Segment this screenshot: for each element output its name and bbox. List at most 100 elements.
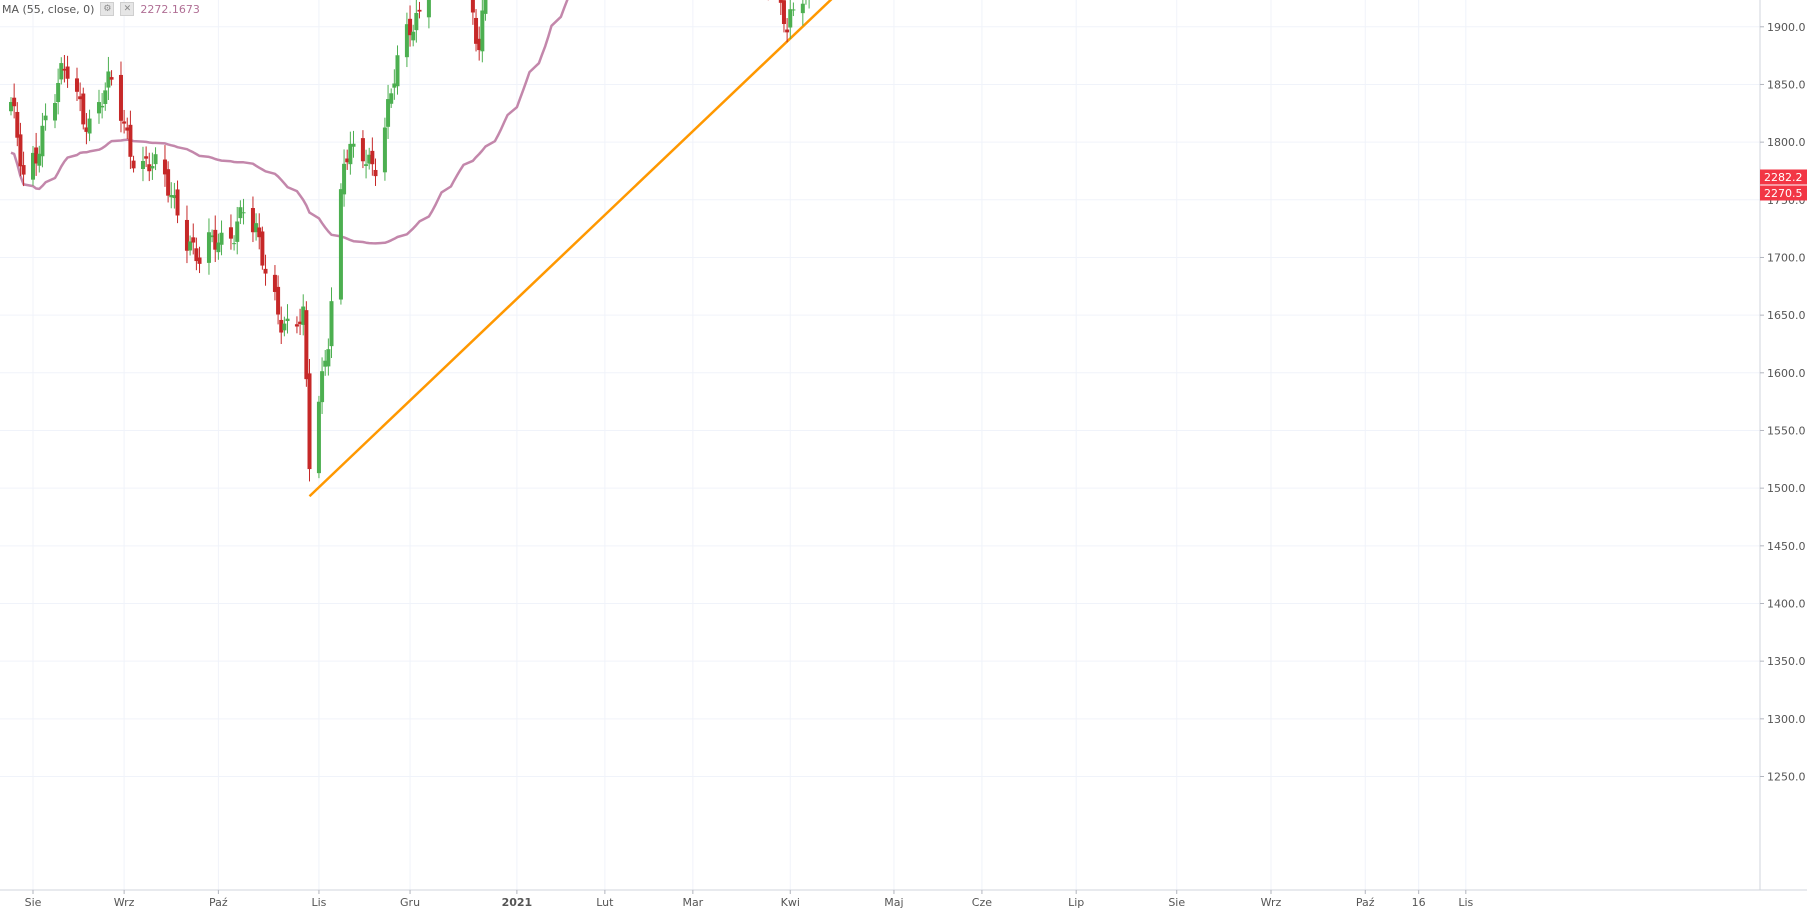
candle bbox=[184, 205, 189, 264]
x-tick-label: Maj bbox=[884, 896, 903, 909]
candle bbox=[166, 161, 171, 203]
gear-icon[interactable]: ⚙ bbox=[100, 2, 115, 16]
price-axis[interactable]: 1250.0 1300.0 1350.0 1400.0 1450.0 1500.0 1550… bbox=[1760, 0, 1806, 784]
candlestick-series bbox=[9, 0, 810, 482]
candle bbox=[285, 304, 290, 334]
candle bbox=[84, 113, 89, 145]
y-tick-label: 1600.0 bbox=[1767, 367, 1806, 380]
candle bbox=[364, 149, 369, 179]
candle bbox=[87, 109, 92, 142]
candle bbox=[791, 2, 796, 17]
x-tick-label: Paź bbox=[209, 896, 228, 909]
candle bbox=[323, 350, 328, 376]
candle bbox=[348, 131, 353, 175]
x-tick-label: Gru bbox=[400, 896, 420, 909]
candle bbox=[52, 94, 57, 129]
moving-average-line bbox=[10, 0, 569, 245]
candle bbox=[351, 130, 356, 158]
x-tick-label: Lut bbox=[596, 896, 614, 909]
candle bbox=[103, 82, 108, 111]
candle bbox=[329, 287, 334, 359]
x-tick-label: 16 bbox=[1412, 896, 1426, 909]
time-axis[interactable]: Sie Wrz Paź Lis Gru 2021 Lut Mar Kwi Maj Cze Lip Sie… bbox=[25, 890, 1474, 909]
x-tick-label: Cze bbox=[972, 896, 992, 909]
close-icon[interactable]: ✕ bbox=[120, 2, 135, 16]
candle bbox=[260, 226, 265, 270]
candle bbox=[778, 0, 783, 15]
candle bbox=[118, 61, 123, 133]
candle bbox=[263, 254, 268, 286]
candle bbox=[373, 158, 378, 186]
price-tags: 2282.2 2270.5 bbox=[1760, 169, 1807, 201]
y-tick-label: 1500.0 bbox=[1767, 482, 1806, 495]
y-tick-label: 1900.0 bbox=[1767, 21, 1806, 34]
candle bbox=[320, 357, 325, 414]
candle bbox=[474, 9, 479, 52]
candle bbox=[191, 223, 196, 255]
trendline[interactable] bbox=[308, 0, 1363, 498]
candle bbox=[12, 83, 17, 119]
candle bbox=[100, 93, 105, 119]
candle bbox=[169, 182, 174, 209]
x-tick-label: Wrz bbox=[1261, 896, 1282, 909]
y-tick-label: 1850.0 bbox=[1767, 78, 1806, 91]
candle bbox=[213, 215, 218, 263]
candle bbox=[800, 0, 805, 26]
y-tick-label: 1700.0 bbox=[1767, 251, 1806, 264]
candle bbox=[276, 275, 281, 325]
candle bbox=[307, 358, 312, 482]
candle bbox=[125, 117, 130, 140]
x-tick-label: Mar bbox=[682, 896, 703, 909]
candle bbox=[43, 103, 48, 131]
candle bbox=[56, 68, 61, 115]
indicator-legend[interactable]: MA (55, close, 0) ⚙ ✕ 2272.1673 bbox=[2, 2, 200, 16]
candle bbox=[254, 213, 259, 241]
candle bbox=[34, 132, 39, 176]
indicator-title[interactable]: MA (55, close, 0) bbox=[2, 2, 95, 16]
candle bbox=[9, 97, 14, 116]
candle bbox=[480, 0, 485, 63]
candle bbox=[40, 112, 45, 168]
price-scale-background[interactable] bbox=[1760, 0, 1807, 890]
x-tick-label: Paź bbox=[1356, 896, 1375, 909]
candle bbox=[106, 56, 111, 101]
price-tag: 2270.5 bbox=[1760, 185, 1807, 201]
candle bbox=[301, 294, 306, 336]
price-tag-label: 2270.5 bbox=[1764, 187, 1803, 200]
candle bbox=[228, 214, 233, 250]
candle bbox=[298, 308, 303, 336]
candle bbox=[59, 57, 64, 85]
candle bbox=[386, 84, 391, 139]
candle bbox=[342, 149, 347, 207]
candle bbox=[279, 306, 284, 345]
candle bbox=[15, 102, 20, 147]
y-tick-label: 1400.0 bbox=[1767, 597, 1806, 610]
candle bbox=[483, 0, 488, 21]
candle bbox=[304, 301, 309, 387]
candle bbox=[360, 130, 365, 169]
candle bbox=[81, 87, 86, 130]
candle bbox=[250, 196, 255, 243]
candle bbox=[370, 137, 375, 176]
candle bbox=[197, 246, 202, 274]
candle bbox=[477, 26, 482, 61]
price-tag: 2282.2 bbox=[1760, 169, 1807, 185]
candle bbox=[470, 0, 475, 25]
candle bbox=[241, 198, 246, 225]
candle bbox=[408, 5, 413, 47]
candle bbox=[175, 180, 180, 224]
candle bbox=[788, 0, 793, 39]
candle bbox=[122, 109, 127, 134]
candle bbox=[162, 145, 167, 187]
candle bbox=[389, 88, 394, 108]
candle bbox=[216, 233, 221, 260]
candle bbox=[128, 110, 133, 169]
candle bbox=[109, 70, 114, 86]
indicator-value: 2272.1673 bbox=[140, 2, 200, 16]
x-tick-label: Kwi bbox=[781, 896, 800, 909]
time-scale-background[interactable] bbox=[0, 890, 1760, 912]
candle bbox=[235, 206, 240, 255]
y-tick-label: 1250.0 bbox=[1767, 771, 1806, 784]
vertical-gridlines bbox=[32, 0, 1467, 890]
